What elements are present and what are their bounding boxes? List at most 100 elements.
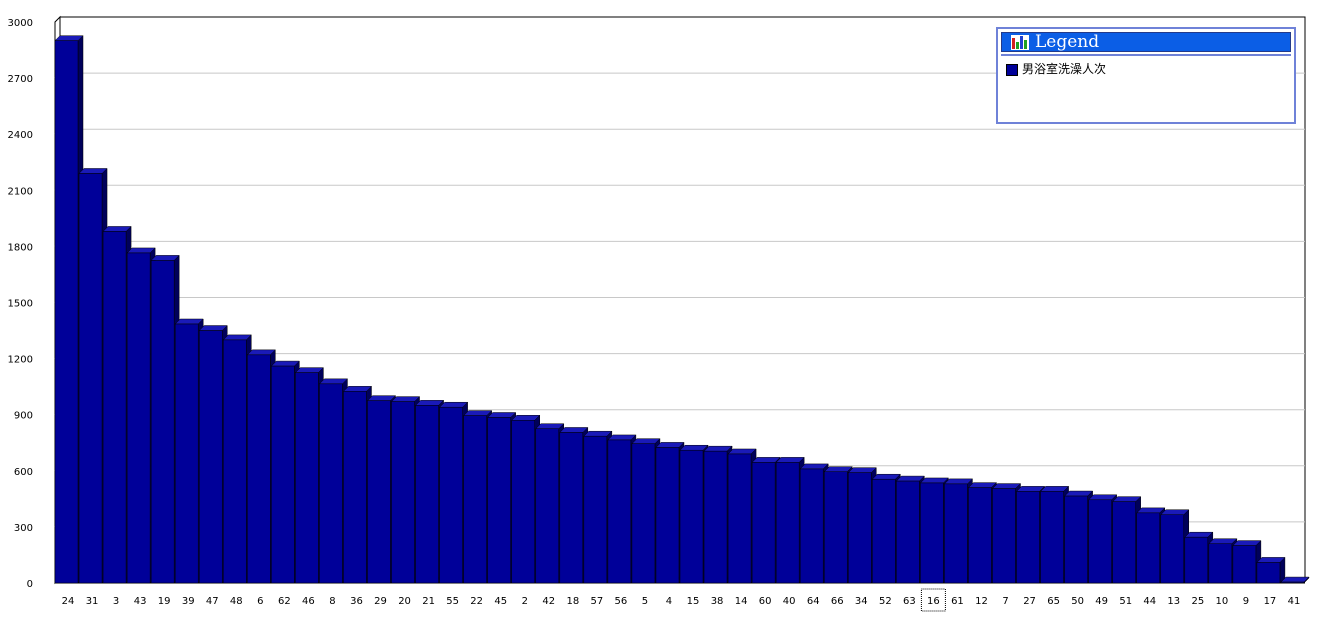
x-tick-label: 51 [1119, 596, 1132, 607]
bar-top [1208, 538, 1238, 544]
x-tick-label: 16 [927, 596, 940, 607]
bar-front [703, 450, 728, 584]
bar-front [1280, 581, 1305, 584]
x-tick-label: 24 [62, 596, 75, 607]
x-tick-label: 39 [182, 596, 195, 607]
bar-top [679, 444, 709, 451]
bar-top [294, 367, 324, 373]
bar-top [246, 349, 276, 356]
bar [1256, 556, 1286, 584]
bar-top [222, 334, 252, 341]
bar-front [1016, 491, 1040, 584]
x-tick-label: 49 [1095, 596, 1108, 607]
bar-front [944, 483, 968, 584]
x-tick-label: 17 [1264, 596, 1277, 607]
bar-top [487, 412, 517, 418]
x-tick-label: 64 [807, 596, 820, 607]
bar-top [847, 467, 877, 473]
bar-front [198, 330, 223, 584]
bar-front [727, 453, 752, 584]
bar-front [920, 482, 944, 584]
bar-top [1112, 496, 1142, 502]
bar-front [415, 405, 439, 584]
bar-front [968, 487, 992, 584]
x-tick-focus-box [920, 588, 946, 612]
bar-top [919, 477, 949, 484]
y-tick-label: 1200 [8, 355, 33, 366]
bar-top [967, 482, 998, 488]
x-tick-label: 34 [855, 596, 868, 607]
bar-top [1039, 486, 1070, 492]
bar-front [150, 260, 175, 584]
x-tick-label: 47 [206, 596, 219, 607]
bar-front [535, 428, 560, 584]
x-tick-label: 48 [230, 596, 243, 607]
x-tick-label: 66 [831, 596, 844, 607]
bar-top [1136, 507, 1166, 514]
x-tick-label: 31 [86, 596, 99, 607]
bar-front [247, 354, 271, 584]
bar-front [1064, 495, 1088, 584]
bar-front [54, 40, 79, 584]
bar-front [848, 472, 872, 584]
bar-front [1112, 501, 1136, 584]
bar-top [559, 427, 589, 433]
x-tick-label: 40 [783, 596, 796, 607]
bar-front [174, 323, 199, 584]
bar-front [751, 462, 776, 584]
bar-front [463, 415, 487, 584]
bar-front [559, 432, 584, 584]
bar-front [583, 435, 608, 584]
y-tick-label: 0 [27, 579, 33, 590]
bar-top [463, 410, 493, 416]
bar-top [871, 473, 901, 480]
x-axis-ticks: 24 31 3 43 19 39 47 48 6 62 46 8 36 29 20 21 55 22 45 2 42 18… [62, 588, 1301, 612]
x-tick-label: 8 [329, 596, 335, 607]
bar-top [991, 483, 1022, 489]
bar-front [391, 401, 415, 584]
x-tick-label: 43 [134, 596, 147, 607]
y-tick-label: 1800 [8, 242, 33, 253]
bar-front [799, 468, 824, 584]
bar-top [775, 457, 805, 463]
bar-top [390, 396, 421, 402]
y-tick-label: 900 [14, 411, 33, 422]
x-tick-label: 6 [257, 596, 263, 607]
bar-top [799, 463, 829, 470]
x-tick-label: 9 [1243, 596, 1249, 607]
x-tick-label: 65 [1047, 596, 1060, 607]
x-tick-label: 12 [975, 596, 988, 607]
legend-swatch [1006, 64, 1018, 76]
y-tick-label: 1500 [8, 299, 33, 310]
x-tick-label: 2 [522, 596, 528, 607]
bar-top [607, 434, 637, 441]
bar-front [1160, 514, 1185, 584]
x-tick-label: 3 [113, 596, 119, 607]
bar-top [943, 478, 974, 485]
x-tick-label: 45 [494, 596, 507, 607]
bar-top [414, 400, 445, 406]
x-tick-label: 41 [1288, 596, 1301, 607]
x-tick-label: 42 [542, 596, 555, 607]
bar-top [895, 475, 925, 482]
bar-top [1184, 531, 1214, 538]
bar-front [992, 488, 1016, 584]
x-tick-label: 62 [278, 596, 291, 607]
x-tick-label: 52 [879, 596, 892, 607]
bar-top [583, 430, 613, 437]
x-tick-label: 4 [666, 596, 672, 607]
x-tick-label: 60 [759, 596, 772, 607]
bar-front [1040, 491, 1064, 584]
x-tick-label: 10 [1215, 596, 1228, 607]
bar-front [1256, 562, 1281, 584]
bar-top [751, 457, 781, 463]
bar-top [1088, 494, 1118, 501]
bar-front [1208, 543, 1233, 584]
x-tick-label: 19 [158, 596, 171, 607]
bar-top [1232, 540, 1262, 546]
bar-front [223, 339, 247, 584]
x-tick-label: 5 [642, 596, 648, 607]
bar-front [607, 439, 632, 584]
